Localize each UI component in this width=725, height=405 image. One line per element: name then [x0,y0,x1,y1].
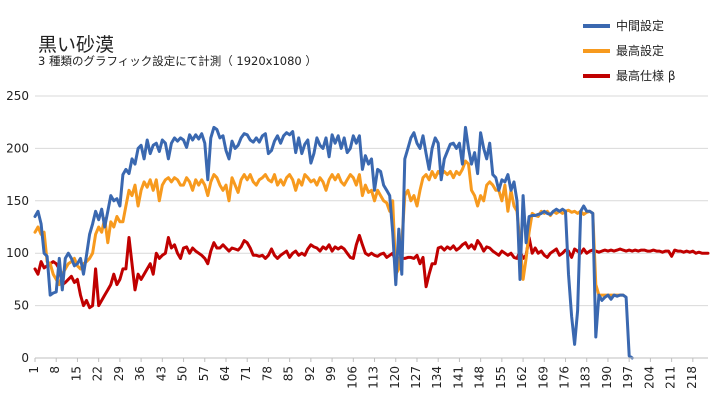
x-tick-label: 141 [451,366,465,389]
x-tick-label: 78 [260,366,274,381]
x-axis-ticks: 1 8 15 22 29 36 43 50 57 64 71 78 85 92 99 106 113 120 127… [27,358,699,389]
y-tick-label: 100 [6,246,29,260]
x-tick-label: 148 [473,366,487,389]
y-tick-label: 0 [21,351,29,365]
x-tick-label: 211 [664,366,678,389]
y-tick-label: 200 [6,141,29,155]
y-tick-label: 50 [14,299,29,313]
x-tick-label: 71 [239,366,253,381]
legend-label: 最高仕様 β [616,68,675,83]
x-tick-label: 218 [685,366,699,389]
chart-subtitle: 3 種類のグラフィック設定にて計測（ 1920x1080 ） [38,54,317,68]
x-tick-label: 1 [27,366,41,374]
x-tick-label: 204 [642,366,656,389]
x-tick-label: 85 [282,366,296,381]
x-tick-label: 162 [515,366,529,389]
x-tick-label: 15 [69,366,83,381]
x-tick-label: 155 [494,366,508,389]
series-lines [33,125,710,360]
legend-label: 中間設定 [616,18,664,33]
x-tick-label: 190 [600,366,614,389]
x-tick-label: 43 [154,366,168,381]
legend-label: 最高設定 [616,43,664,58]
x-tick-label: 36 [133,366,147,381]
chart-title: 黒い砂漠 [38,34,115,56]
x-tick-label: 57 [197,366,211,381]
x-tick-label: 99 [324,366,338,381]
x-tick-label: 176 [558,366,572,389]
x-tick-label: 127 [409,366,423,389]
x-tick-label: 22 [91,366,105,381]
x-tick-label: 113 [367,366,381,389]
x-tick-label: 197 [621,366,635,389]
x-tick-label: 8 [48,366,62,374]
y-tick-label: 250 [6,89,29,103]
y-axis-ticks: 0 50 100 150 200 250 [6,89,29,365]
x-tick-label: 183 [579,366,593,389]
y-tick-label: 150 [6,194,29,208]
x-tick-label: 92 [303,366,317,381]
x-tick-label: 106 [345,366,359,389]
series-line-1 [33,159,625,297]
x-tick-label: 29 [112,366,126,381]
x-tick-label: 169 [536,366,550,389]
x-tick-label: 50 [176,366,190,381]
series-line-0 [33,125,634,360]
x-tick-label: 120 [388,366,402,389]
x-tick-label: 64 [218,366,232,381]
x-tick-label: 134 [430,366,444,389]
